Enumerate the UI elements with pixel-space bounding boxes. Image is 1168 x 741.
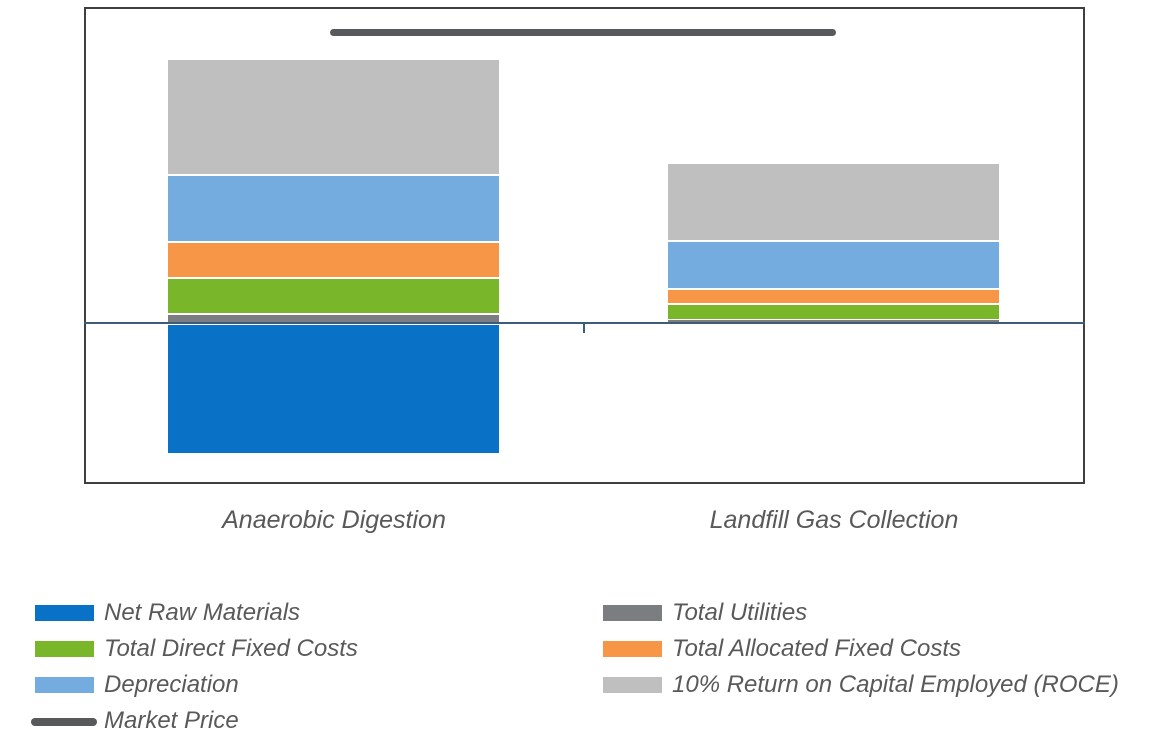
legend-label-total-allocated-fixed-costs: Total Allocated Fixed Costs (672, 635, 962, 662)
legend-swatch-total-utilities (603, 605, 662, 621)
legend-label-market-price: Market Price (104, 707, 239, 734)
zero-axis-line (84, 322, 1085, 324)
market-price-line (330, 29, 836, 36)
legend-swatch-10-return-on-capital-employed-roce (603, 677, 662, 693)
segment-depreciation-landfill-gas-collection (668, 241, 999, 288)
segment-total-utilities-anaerobic-digestion (168, 315, 499, 322)
segment-total-direct-fixed-costs-anaerobic-digestion (168, 279, 499, 314)
segment-total-direct-fixed-costs-landfill-gas-collection (668, 304, 999, 320)
segment-net-raw-materials-anaerobic-digestion (168, 325, 499, 453)
legend-swatch-depreciation (35, 677, 94, 693)
legend-swatch-total-direct-fixed-costs (35, 641, 94, 657)
legend-label-total-direct-fixed-costs: Total Direct Fixed Costs (104, 635, 358, 662)
category-label-landfill-gas-collection: Landfill Gas Collection (709, 506, 959, 534)
category-boundary-tick (583, 324, 585, 333)
segment-total-utilities-landfill-gas-collection (668, 320, 999, 322)
segment-total-allocated-fixed-costs-landfill-gas-collection (668, 289, 999, 303)
legend-swatch-market-price (31, 718, 97, 726)
legend-label-net-raw-materials: Net Raw Materials (104, 599, 301, 626)
legend-label-10-return-on-capital-employed-roce: 10% Return on Capital Employed (ROCE) (672, 671, 1119, 698)
legend-label-depreciation: Depreciation (104, 671, 239, 698)
legend-label-total-utilities: Total Utilities (672, 599, 808, 626)
segment-10-return-on-capital-employed-roce-anaerobic-digestion (168, 59, 499, 174)
segment-total-allocated-fixed-costs-anaerobic-digestion (168, 243, 499, 278)
legend-swatch-total-allocated-fixed-costs (603, 641, 662, 657)
legend-swatch-net-raw-materials (35, 605, 94, 621)
category-label-anaerobic-digestion: Anaerobic Digestion (222, 506, 446, 534)
segment-depreciation-anaerobic-digestion (168, 175, 499, 242)
segment-10-return-on-capital-employed-roce-landfill-gas-collection (668, 164, 999, 240)
